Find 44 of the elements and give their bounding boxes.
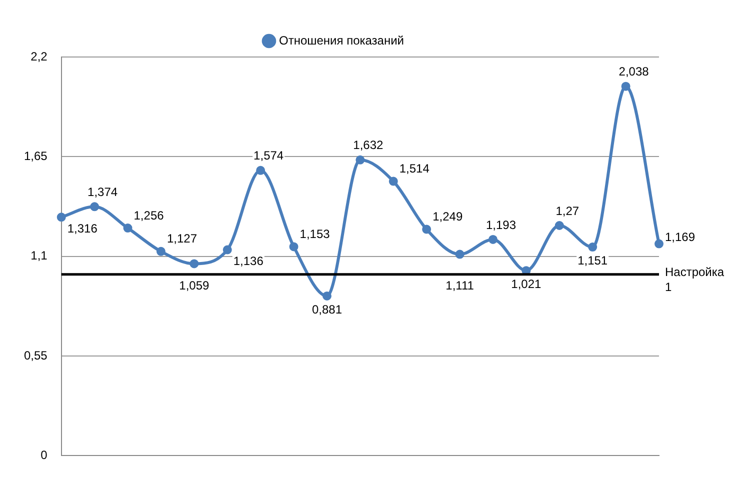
data-label: 1,193 — [486, 218, 516, 232]
data-label: 1,127 — [166, 232, 198, 246]
point — [222, 245, 232, 254]
point — [256, 166, 266, 175]
point — [554, 221, 564, 230]
y-tick-label: 0,55 — [24, 348, 48, 362]
point — [588, 242, 598, 252]
data-label: 1,574 — [254, 148, 284, 163]
point — [90, 202, 100, 212]
data-label: 2,038 — [618, 64, 650, 79]
data-label: 1,256 — [134, 208, 164, 222]
point — [123, 224, 132, 233]
ref-line-label: Настройка 1 — [665, 265, 724, 294]
data-label: 1,514 — [399, 162, 430, 176]
y-tick-label: 1,1 — [30, 248, 48, 263]
data-label: 1,059 — [179, 278, 210, 293]
data-label: 1,151 — [578, 253, 608, 268]
point — [156, 246, 166, 256]
data-label: 0,881 — [312, 302, 342, 316]
point — [289, 242, 298, 252]
point — [356, 155, 365, 164]
data-label: 1,136 — [233, 254, 264, 268]
data-label: 1,153 — [300, 227, 330, 242]
point — [422, 224, 432, 234]
data-label: 1,632 — [353, 138, 384, 152]
data-label: 1,316 — [67, 221, 98, 236]
point — [488, 234, 498, 244]
point — [654, 239, 664, 248]
data-label: 1,27 — [556, 204, 580, 218]
y-tick-label: 1,65 — [24, 148, 48, 163]
point — [455, 250, 464, 259]
point — [190, 259, 199, 268]
data-label: 1,111 — [446, 278, 474, 293]
data-label: 1,374 — [88, 184, 118, 199]
data-label: 1,249 — [432, 210, 463, 224]
y-tick-label: 2,2 — [30, 49, 48, 64]
point — [56, 212, 66, 222]
point — [322, 291, 332, 300]
y-tick-label: 0 — [40, 448, 48, 462]
point — [388, 176, 398, 186]
data-label: 1,169 — [665, 230, 696, 244]
data-label: 1,021 — [511, 276, 542, 291]
point — [621, 82, 630, 91]
legend-label: Отношения показаний — [278, 33, 404, 48]
